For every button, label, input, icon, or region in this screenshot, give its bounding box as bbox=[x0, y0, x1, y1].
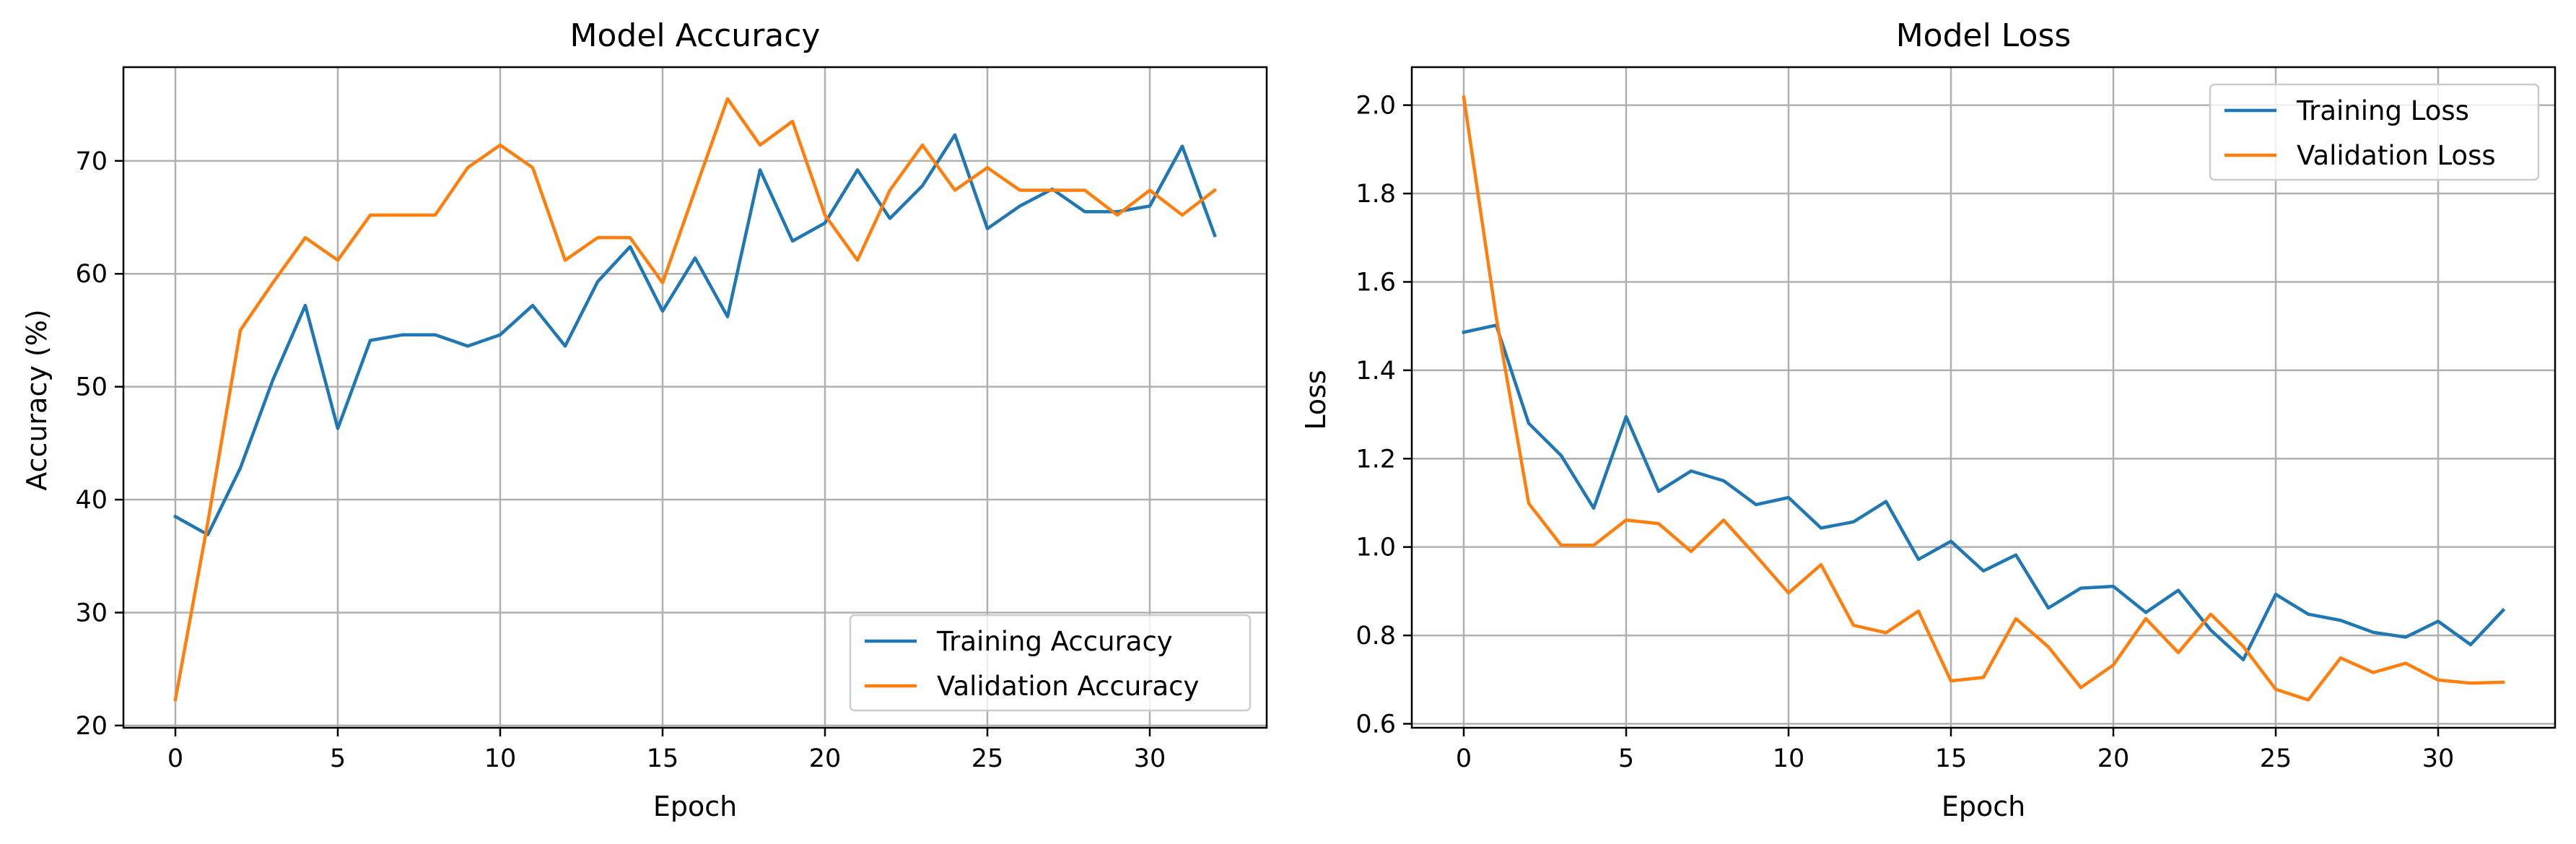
x-tick-label: 5 bbox=[1618, 744, 1634, 773]
y-tick-label: 20 bbox=[75, 712, 108, 741]
series-line-0 bbox=[173, 133, 1217, 536]
y-axis-label: Accuracy (%) bbox=[21, 309, 53, 490]
x-tick-label: 0 bbox=[167, 744, 183, 773]
y-tick-label: 40 bbox=[75, 486, 108, 515]
x-ticks: 0 5 10 15 20 25 30 bbox=[1456, 728, 2454, 773]
y-ticks: 20 30 40 50 60 70 bbox=[75, 147, 123, 741]
y-axis-label: Loss bbox=[1300, 370, 1332, 430]
chart-title: Model Accuracy bbox=[570, 17, 821, 54]
y-tick-label: 70 bbox=[75, 147, 108, 176]
y-tick-label: 1.2 bbox=[1355, 445, 1396, 474]
loss-chart: Model Loss Epoch Loss 0 5 10 15 20 25 30 0.6 0.8… bbox=[1300, 17, 2557, 822]
x-axis-label: Epoch bbox=[1942, 791, 2025, 822]
grid bbox=[123, 67, 1267, 728]
x-tick-label: 25 bbox=[972, 744, 1004, 773]
x-tick-label: 20 bbox=[2097, 744, 2130, 773]
series-line-1 bbox=[173, 97, 1218, 702]
x-tick-label: 5 bbox=[330, 744, 346, 773]
accuracy-chart: Model Accuracy Epoch Accuracy (%) 0 5 10 15… bbox=[21, 17, 1268, 822]
plot-frame bbox=[122, 66, 1268, 729]
legend-box bbox=[2209, 83, 2540, 181]
y-tick-label: 1.6 bbox=[1355, 268, 1396, 297]
x-tick-label: 10 bbox=[484, 744, 517, 773]
series-lines bbox=[1462, 95, 2506, 702]
y-tick-label: 0.6 bbox=[1355, 710, 1396, 739]
y-ticks: 0.6 0.8 1.0 1.2 1.4 1.6 1.8 2.0 bbox=[1355, 92, 1412, 739]
x-axis-label: Epoch bbox=[653, 791, 737, 822]
chart-title: Model Loss bbox=[1896, 17, 2071, 54]
x-tick-label: 30 bbox=[2422, 744, 2455, 773]
x-tick-label: 15 bbox=[1935, 744, 1968, 773]
y-tick-label: 2.0 bbox=[1355, 92, 1396, 121]
x-tick-label: 25 bbox=[2260, 744, 2292, 773]
y-tick-label: 50 bbox=[75, 373, 108, 402]
legend: Training Loss Validation Loss bbox=[2209, 83, 2540, 181]
x-tick-label: 15 bbox=[647, 744, 679, 773]
x-ticks: 0 5 10 15 20 25 30 bbox=[167, 728, 1166, 773]
y-tick-label: 1.8 bbox=[1355, 180, 1396, 209]
x-tick-label: 10 bbox=[1773, 744, 1805, 773]
series-line-1 bbox=[1462, 95, 2505, 702]
x-tick-label: 0 bbox=[1456, 744, 1472, 773]
series-lines bbox=[173, 97, 1218, 702]
y-tick-label: 1.4 bbox=[1355, 357, 1396, 386]
x-tick-label: 30 bbox=[1134, 744, 1166, 773]
y-tick-label: 30 bbox=[75, 599, 108, 627]
series-line-0 bbox=[1462, 323, 2506, 661]
legend-box bbox=[849, 614, 1252, 712]
legend-label: Training Loss bbox=[2296, 95, 2469, 126]
x-tick-label: 20 bbox=[809, 744, 842, 773]
plot-frame bbox=[1410, 66, 2557, 729]
y-tick-label: 1.0 bbox=[1355, 534, 1396, 562]
legend-label: Training Accuracy bbox=[936, 626, 1173, 657]
legend: Training Accuracy Validation Accuracy bbox=[849, 614, 1252, 712]
y-tick-label: 0.8 bbox=[1355, 622, 1396, 651]
y-tick-label: 60 bbox=[75, 260, 108, 289]
legend-label: Validation Loss bbox=[2297, 140, 2496, 171]
legend-label: Validation Accuracy bbox=[937, 671, 1199, 702]
